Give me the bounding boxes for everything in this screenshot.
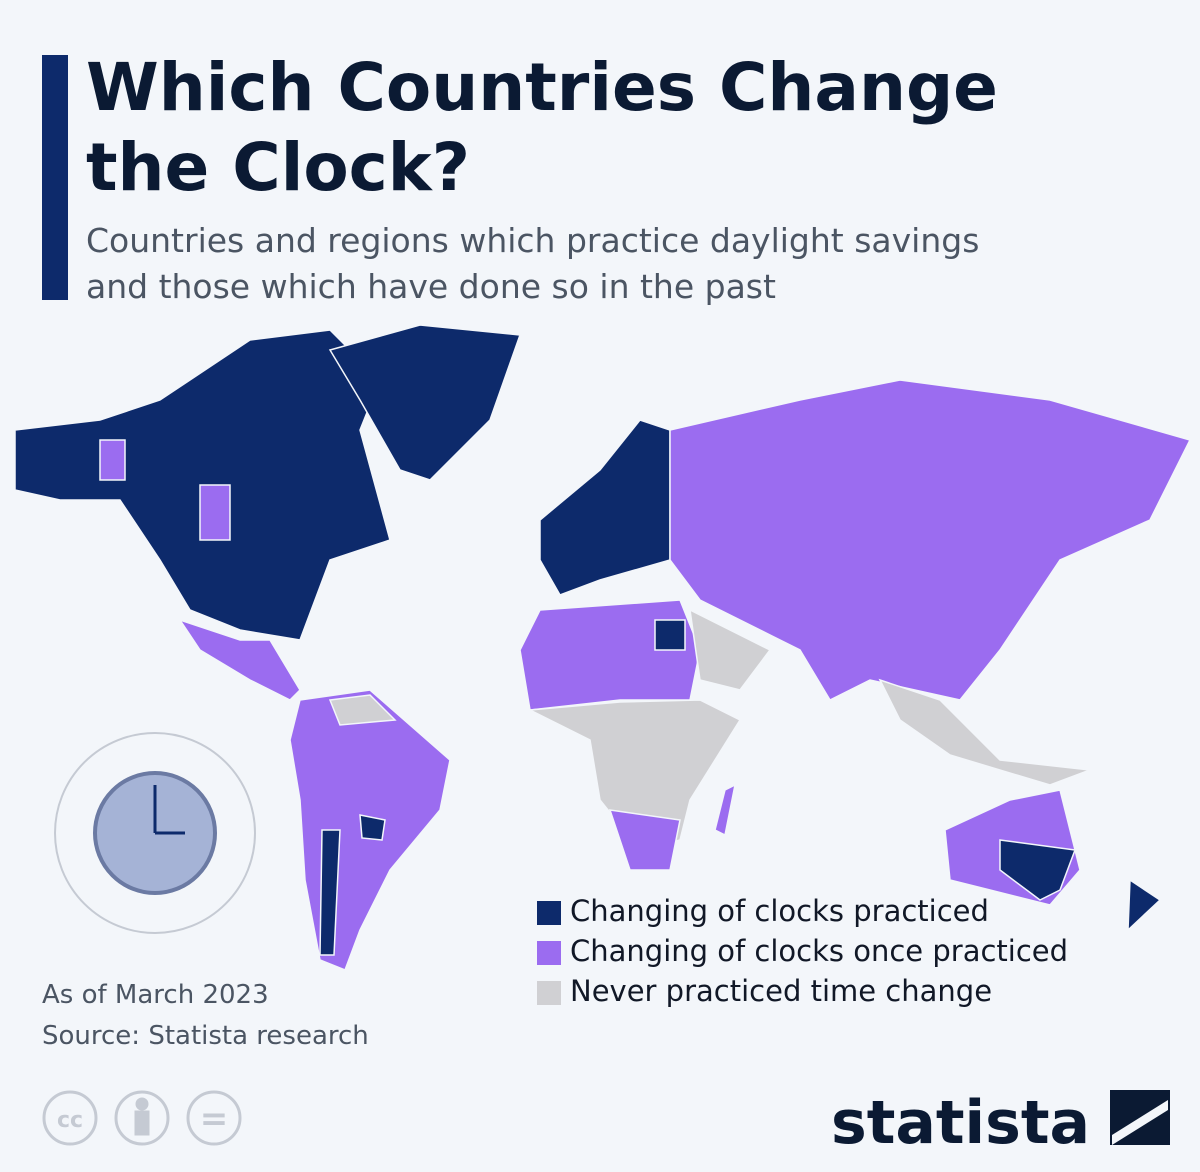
egypt — [654, 619, 686, 651]
russia-asia — [669, 379, 1192, 701]
subtitle: Countries and regions which practice day… — [86, 218, 979, 310]
southern-africa — [608, 809, 681, 871]
legend: Changing of clocks practiced Changing of … — [537, 894, 1068, 1008]
africa — [527, 699, 742, 851]
australia-southeast — [999, 839, 1077, 901]
world-map — [14, 324, 1192, 971]
legend-swatch — [537, 901, 561, 925]
license-icons — [42, 1090, 242, 1146]
southeast-asia — [878, 678, 1091, 786]
legend-label: Changing of clocks practiced — [570, 894, 989, 928]
source-note: Source: Statista research — [42, 1021, 369, 1051]
title-line: the Clock? — [86, 129, 470, 206]
europe — [539, 419, 671, 596]
nd-icon-text: = — [200, 1099, 229, 1139]
accent-bar — [42, 55, 68, 300]
legend-label: Changing of clocks once practiced — [570, 934, 1068, 968]
title: Which Countries Change the Clock? — [86, 48, 998, 208]
paraguay — [359, 814, 386, 841]
legend-swatch — [537, 981, 561, 1005]
subtitle-line: Countries and regions which practice day… — [86, 221, 980, 260]
chile — [319, 829, 341, 956]
date-note: As of March 2023 — [42, 980, 269, 1010]
greenland — [328, 324, 522, 481]
clock-icon — [54, 732, 256, 934]
legend-swatch — [537, 941, 561, 965]
cc-icon-text: cc — [57, 1108, 83, 1133]
madagascar — [714, 783, 737, 837]
middle-east — [689, 608, 772, 691]
subtitle-line: and those which have done so in the past — [86, 267, 776, 306]
logo: statista — [831, 1088, 1090, 1158]
south-america-north — [328, 694, 397, 726]
new-zealand — [1127, 878, 1162, 932]
title-line: Which Countries Change — [86, 49, 998, 126]
central-america — [178, 618, 301, 701]
canada-region — [199, 484, 231, 541]
legend-label: Never practiced time change — [570, 974, 992, 1008]
canada-region — [99, 439, 126, 481]
north-africa — [519, 599, 701, 711]
logo-mark — [1110, 1090, 1170, 1145]
